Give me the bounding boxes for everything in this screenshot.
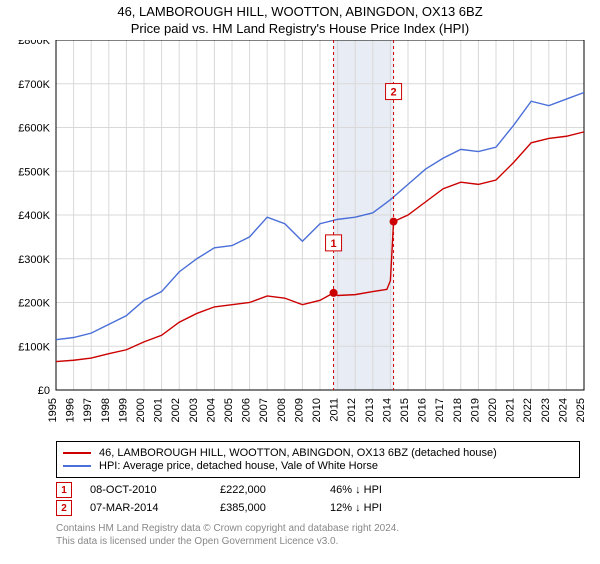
sale-hpi-delta: 12% ↓ HPI [330,502,450,514]
sale-date: 07-MAR-2014 [90,502,220,514]
sales-table: 1 08-OCT-2010£222,00046% ↓ HPI 2 07-MAR-201… [56,482,580,516]
svg-text:2: 2 [391,87,397,99]
svg-text:1997: 1997 [82,398,94,422]
footnote-line2: This data is licensed under the Open Gov… [56,535,580,548]
svg-text:£700K: £700K [18,79,50,91]
svg-text:£0: £0 [38,385,50,397]
svg-text:2009: 2009 [293,398,305,422]
legend-swatch [63,452,91,454]
footnote: Contains HM Land Registry data © Crown c… [56,522,580,548]
sale-hpi-delta: 46% ↓ HPI [330,484,450,496]
chart-subtitle: Price paid vs. HM Land Registry's House … [0,21,600,36]
svg-text:£300K: £300K [18,254,50,266]
sale-date: 08-OCT-2010 [90,484,220,496]
svg-text:2014: 2014 [381,398,393,422]
svg-text:2000: 2000 [135,398,147,422]
legend: 46, LAMBOROUGH HILL, WOOTTON, ABINGDON, … [56,441,580,478]
sale-marker-badge: 1 [56,482,72,498]
svg-text:2022: 2022 [522,398,534,422]
svg-text:2019: 2019 [469,398,481,422]
svg-text:1995: 1995 [47,398,59,422]
svg-text:2018: 2018 [452,398,464,422]
svg-text:2010: 2010 [311,398,323,422]
sale-row: 2 07-MAR-2014£385,00012% ↓ HPI [56,500,580,516]
sale-row: 1 08-OCT-2010£222,00046% ↓ HPI [56,482,580,498]
svg-text:2012: 2012 [346,398,358,422]
price-chart: £0 £100K £200K £300K £400K £500K £600K £700K £80… [0,40,600,435]
sale-price: £385,000 [220,502,330,514]
legend-label: 46, LAMBOROUGH HILL, WOOTTON, ABINGDON, … [99,447,497,459]
svg-text:£500K: £500K [18,166,50,178]
svg-text:2006: 2006 [241,398,253,422]
svg-text:1998: 1998 [100,398,112,422]
svg-text:1: 1 [330,238,336,250]
svg-text:£200K: £200K [18,298,50,310]
svg-text:2005: 2005 [223,398,235,422]
svg-text:2020: 2020 [487,398,499,422]
svg-text:£800K: £800K [18,40,50,47]
svg-text:2021: 2021 [505,398,517,422]
svg-text:2011: 2011 [329,398,341,422]
svg-text:£600K: £600K [18,123,50,135]
svg-text:2002: 2002 [170,398,182,422]
svg-text:2008: 2008 [276,398,288,422]
svg-text:1996: 1996 [65,398,77,422]
legend-label: HPI: Average price, detached house, Vale… [99,460,378,472]
svg-text:2015: 2015 [399,398,411,422]
legend-item: HPI: Average price, detached house, Vale… [63,460,573,472]
address-title: 46, LAMBOROUGH HILL, WOOTTON, ABINGDON, … [0,4,600,19]
svg-text:2001: 2001 [153,398,165,422]
sale-marker-badge: 2 [56,500,72,516]
svg-text:2007: 2007 [258,398,270,422]
svg-text:2025: 2025 [575,398,587,422]
svg-text:2003: 2003 [188,398,200,422]
legend-item: 46, LAMBOROUGH HILL, WOOTTON, ABINGDON, … [63,447,573,459]
svg-text:2017: 2017 [434,398,446,422]
svg-text:1999: 1999 [117,398,129,422]
footnote-line1: Contains HM Land Registry data © Crown c… [56,522,580,535]
svg-text:£100K: £100K [18,341,50,353]
svg-text:2024: 2024 [557,398,569,422]
legend-swatch [63,465,91,467]
svg-text:2016: 2016 [417,398,429,422]
svg-text:2023: 2023 [540,398,552,422]
svg-text:£400K: £400K [18,210,50,222]
sale-price: £222,000 [220,484,330,496]
svg-text:2013: 2013 [364,398,376,422]
svg-text:2004: 2004 [205,398,217,422]
